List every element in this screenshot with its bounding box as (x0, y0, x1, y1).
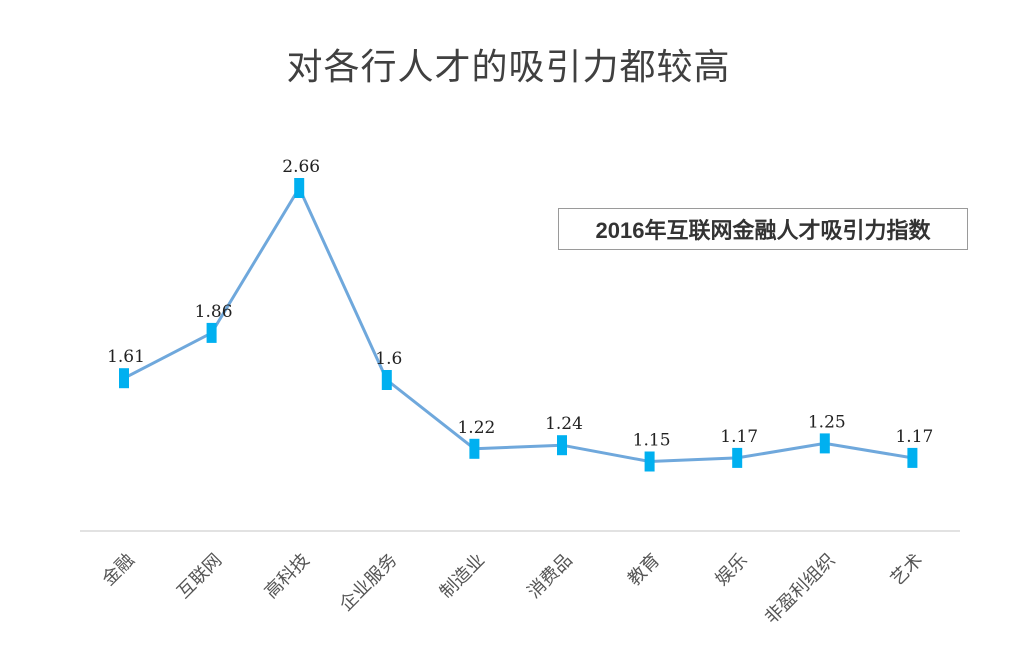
marker-2 (294, 178, 305, 198)
data-label-7: 1.17 (720, 427, 758, 447)
marker-7 (732, 447, 743, 468)
marker-3 (381, 370, 392, 390)
x-tick-label-5: 消费品 (524, 550, 577, 603)
data-label-1: 1.86 (195, 302, 233, 322)
markers-group (119, 178, 918, 472)
series-line (123, 186, 913, 463)
marker-9 (907, 447, 918, 468)
marker-0 (119, 368, 129, 389)
data-label-8: 1.25 (808, 412, 846, 432)
x-tick-label-2: 高科技 (261, 550, 314, 603)
marker-6 (644, 451, 655, 472)
data-label-3: 1.6 (375, 349, 402, 369)
x-tick-label-9: 艺术 (887, 550, 927, 590)
data-label-0: 1.61 (107, 347, 145, 367)
data-label-5: 1.24 (545, 414, 583, 434)
data-labels-group: 1.61 1.86 2.66 1.6 1.22 1.24 1.15 1.17 1.25 1.17 (107, 157, 933, 451)
data-label-4: 1.22 (457, 418, 495, 438)
marker-8 (819, 433, 830, 454)
x-tick-label-0: 金融 (98, 550, 138, 590)
marker-1 (206, 322, 217, 343)
x-tick-label-3: 企业服务 (336, 550, 402, 616)
legend: 2016年互联网金融人才吸引力指数 (558, 208, 968, 250)
x-tick-label-4: 制造业 (436, 550, 489, 603)
legend-entry: 2016年互联网金融人才吸引力指数 (595, 218, 931, 243)
x-tick-label-1: 互联网 (173, 550, 226, 603)
chart-title: 对各行人才的吸引力都较高 (286, 47, 731, 88)
x-tick-labels-group: 金融 互联网 高科技 企业服务 制造业 消费品 教育 娱乐 非盈利组织 艺术 (98, 550, 927, 628)
marker-4 (469, 438, 480, 459)
x-tick-label-8: 非盈利组织 (761, 550, 839, 628)
data-label-9: 1.17 (895, 427, 933, 447)
marker-5 (557, 435, 567, 456)
x-tick-label-6: 教育 (624, 550, 664, 590)
data-label-6: 1.15 (633, 431, 671, 451)
data-label-2: 2.66 (282, 157, 320, 177)
x-tick-label-7: 娱乐 (711, 550, 751, 590)
